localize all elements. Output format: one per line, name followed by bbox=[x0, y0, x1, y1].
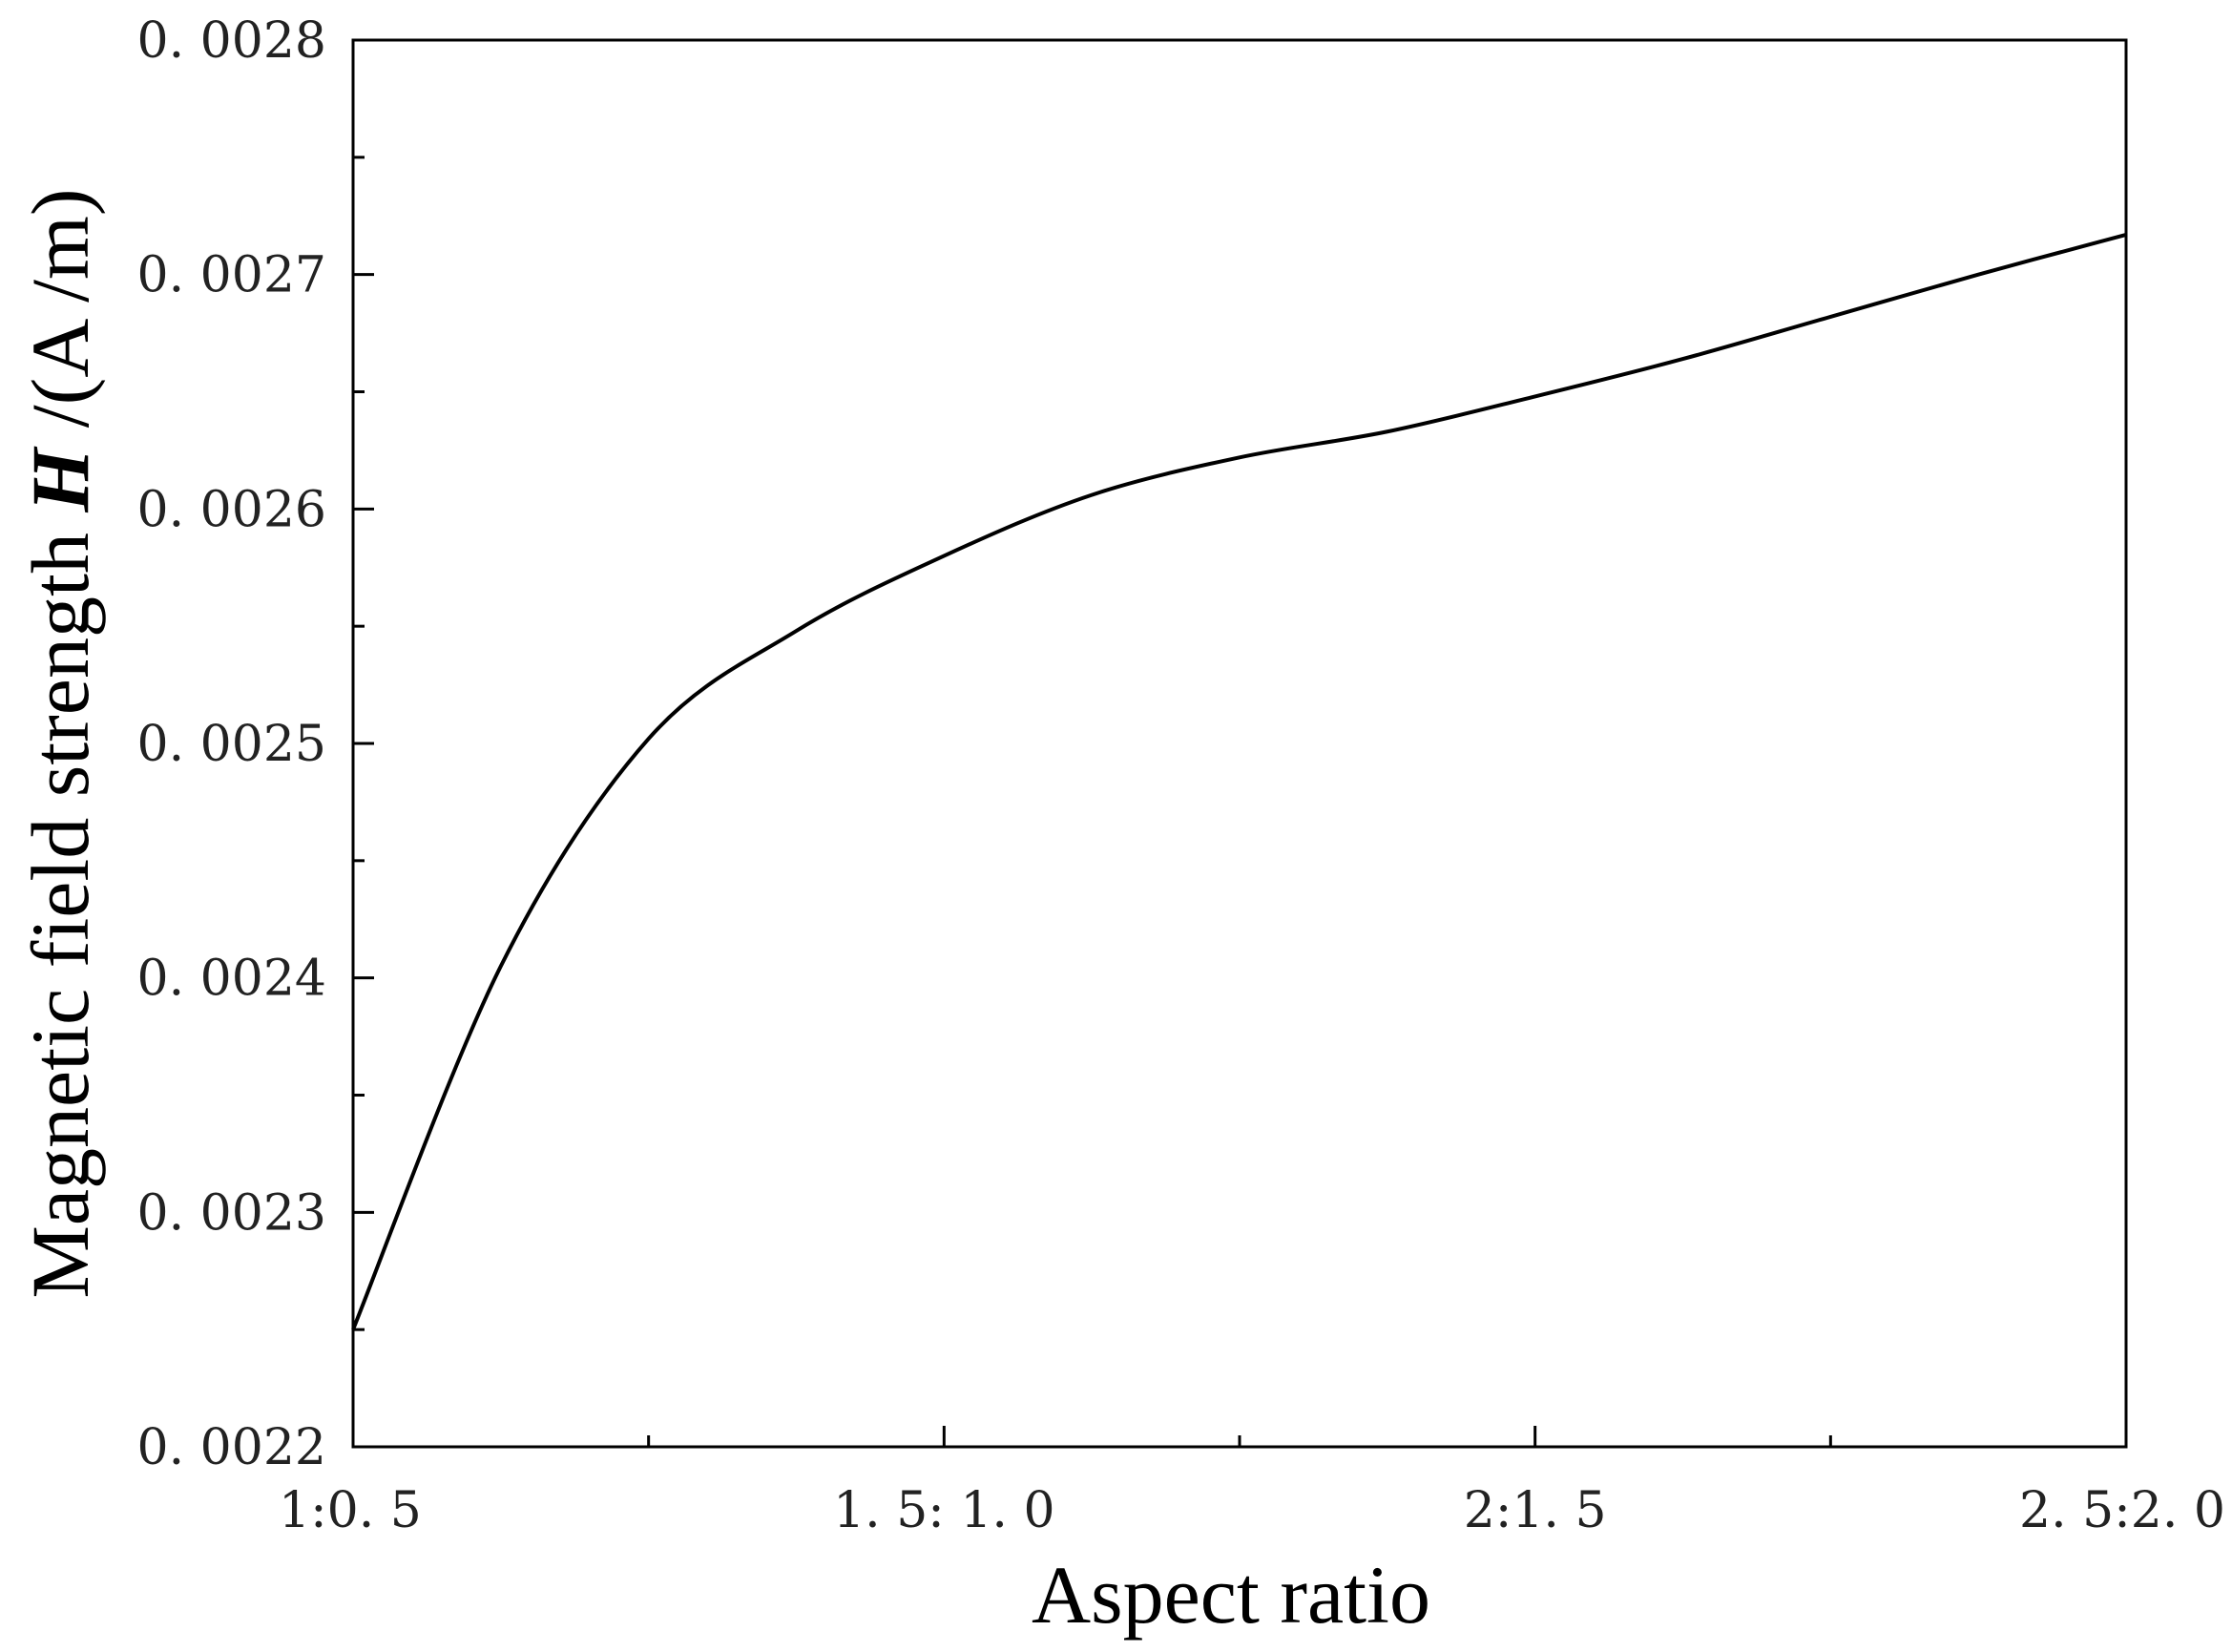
x-tick-label: 1. 5: 1. 0 bbox=[833, 1482, 1055, 1539]
x-axis-ticks: 1:0. 5 1. 5: 1. 0 2:1. 5 2. 5:2. 0 bbox=[279, 1426, 2225, 1539]
y-tick-label: 0. 0024 bbox=[137, 951, 326, 1008]
x-tick-label: 2:1. 5 bbox=[1464, 1482, 1607, 1539]
x-axis-title: Aspect ratio bbox=[1032, 1549, 1430, 1641]
y-axis-title-unit: /(A /m) bbox=[14, 188, 106, 448]
x-tick-label: 2. 5:2. 0 bbox=[2019, 1482, 2225, 1539]
y-tick-label: 0. 0025 bbox=[137, 716, 326, 773]
y-axis-title-prefix: Magnetic field strength bbox=[14, 512, 106, 1299]
y-tick-label: 0. 0028 bbox=[137, 12, 326, 70]
y-tick-label: 0. 0022 bbox=[137, 1419, 326, 1476]
series-line bbox=[351, 232, 2127, 1330]
y-tick-label: 0. 0023 bbox=[137, 1184, 326, 1242]
y-axis-ticks: 0. 0022 0. 0023 0. 0024 0. 0025 0. 0026 0. 00… bbox=[137, 12, 374, 1476]
plot-frame bbox=[351, 38, 2128, 1449]
y-tick-label: 0. 0026 bbox=[137, 481, 326, 538]
series-layer bbox=[351, 232, 2127, 1330]
y-tick-label: 0. 0027 bbox=[137, 247, 326, 304]
x-tick-label: 1:0. 5 bbox=[279, 1482, 422, 1539]
y-axis-title-symbol: H bbox=[14, 446, 106, 513]
y-axis-title: Magnetic field strength H /(A /m) bbox=[14, 188, 106, 1298]
